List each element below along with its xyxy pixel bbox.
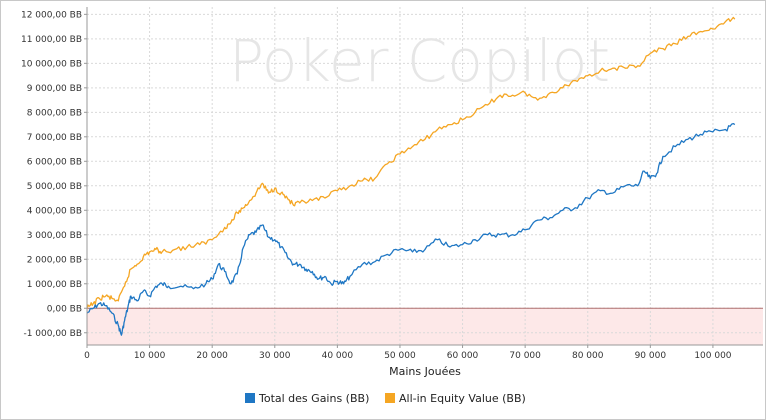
series-line-1 [86,16,736,309]
y-tick-label: 6 000,00 BB [27,157,82,167]
y-tick-label: 8 000,00 BB [27,108,82,118]
x-tick-label: 40 000 [322,351,354,361]
y-tick-label: 2 000,00 BB [27,255,82,265]
x-tick-label: 50 000 [384,351,416,361]
y-tick-label: 12 000,00 BB [21,10,82,20]
legend-label-0: Total des Gains (BB) [258,392,369,405]
y-tick-label: 7 000,00 BB [27,133,82,143]
x-tick-label: 30 000 [259,351,291,361]
y-tick-label: 11 000,00 BB [21,35,82,45]
x-tick-label: 20 000 [196,351,228,361]
x-tick-label: 80 000 [572,351,604,361]
y-tick-label: 5 000,00 BB [27,182,82,192]
x-tick-label: 60 000 [447,351,479,361]
y-tick-label: 10 000,00 BB [21,59,82,69]
legend-swatch-0 [245,393,255,403]
negative-region [87,308,763,345]
legend-swatch-1 [385,393,395,403]
y-tick-label: 3 000,00 BB [27,231,82,241]
x-tick-label: 10 000 [134,351,166,361]
y-tick-label: 1 000,00 BB [27,280,82,290]
y-tick-label: 4 000,00 BB [27,206,82,216]
x-axis-label: Mains Jouées [389,365,461,378]
watermark-text: Poker Copilot [229,27,610,95]
x-tick-label: 0 [84,351,90,361]
y-tick-label: 9 000,00 BB [27,84,82,94]
series-line-0 [86,122,736,336]
x-tick-label: 70 000 [509,351,541,361]
legend-label-1: All-in Equity Value (BB) [399,392,526,405]
y-tick-label: 0,00 BB [47,304,82,314]
y-tick-label: -1 000,00 BB [23,329,82,339]
x-tick-label: 100 000 [694,351,731,361]
x-tick-label: 90 000 [635,351,667,361]
